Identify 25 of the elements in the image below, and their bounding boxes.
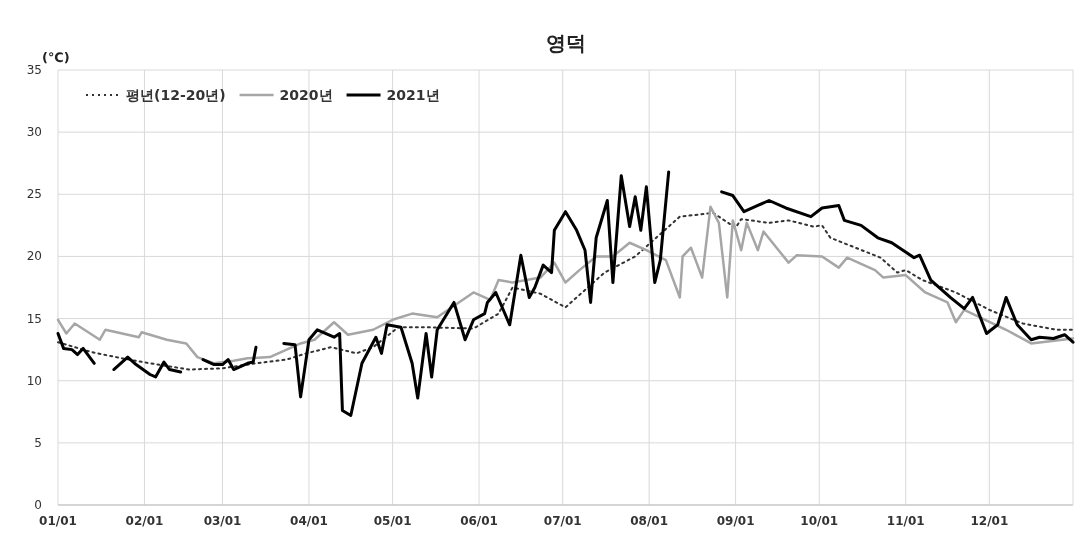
x-tick-label: 04/01 [290,514,328,528]
x-tick-label: 08/01 [630,514,669,528]
legend-label: 평년(12-20년) [126,87,226,103]
x-tick-label: 12/01 [970,514,1009,528]
x-tick-label: 05/01 [373,514,412,528]
y-tick-label: 20 [26,249,42,264]
y-tick-label: 10 [26,373,42,388]
y-tick-label: 15 [26,311,42,326]
x-tick-label: 06/01 [460,514,498,528]
x-tick-label: 03/01 [203,514,242,528]
x-tick-label: 10/01 [800,514,839,528]
y-tick-label: 0 [34,498,42,512]
chart-title: 영덕 [545,31,586,55]
y-axis-title: (℃) [42,50,70,65]
x-tick-label: 02/01 [125,514,164,528]
legend-label: 2021년 [386,87,440,103]
y-tick-label: 35 [26,63,42,77]
x-tick-label: 01/01 [39,514,77,528]
x-tick-label: 09/01 [716,514,755,528]
y-tick-label: 25 [26,187,42,202]
y-tick-label: 5 [34,435,42,450]
y-tick-label: 30 [26,125,42,140]
legend-label: 2020년 [279,87,333,103]
x-tick-label: 11/01 [886,514,925,528]
x-tick-label: 07/01 [543,514,582,528]
